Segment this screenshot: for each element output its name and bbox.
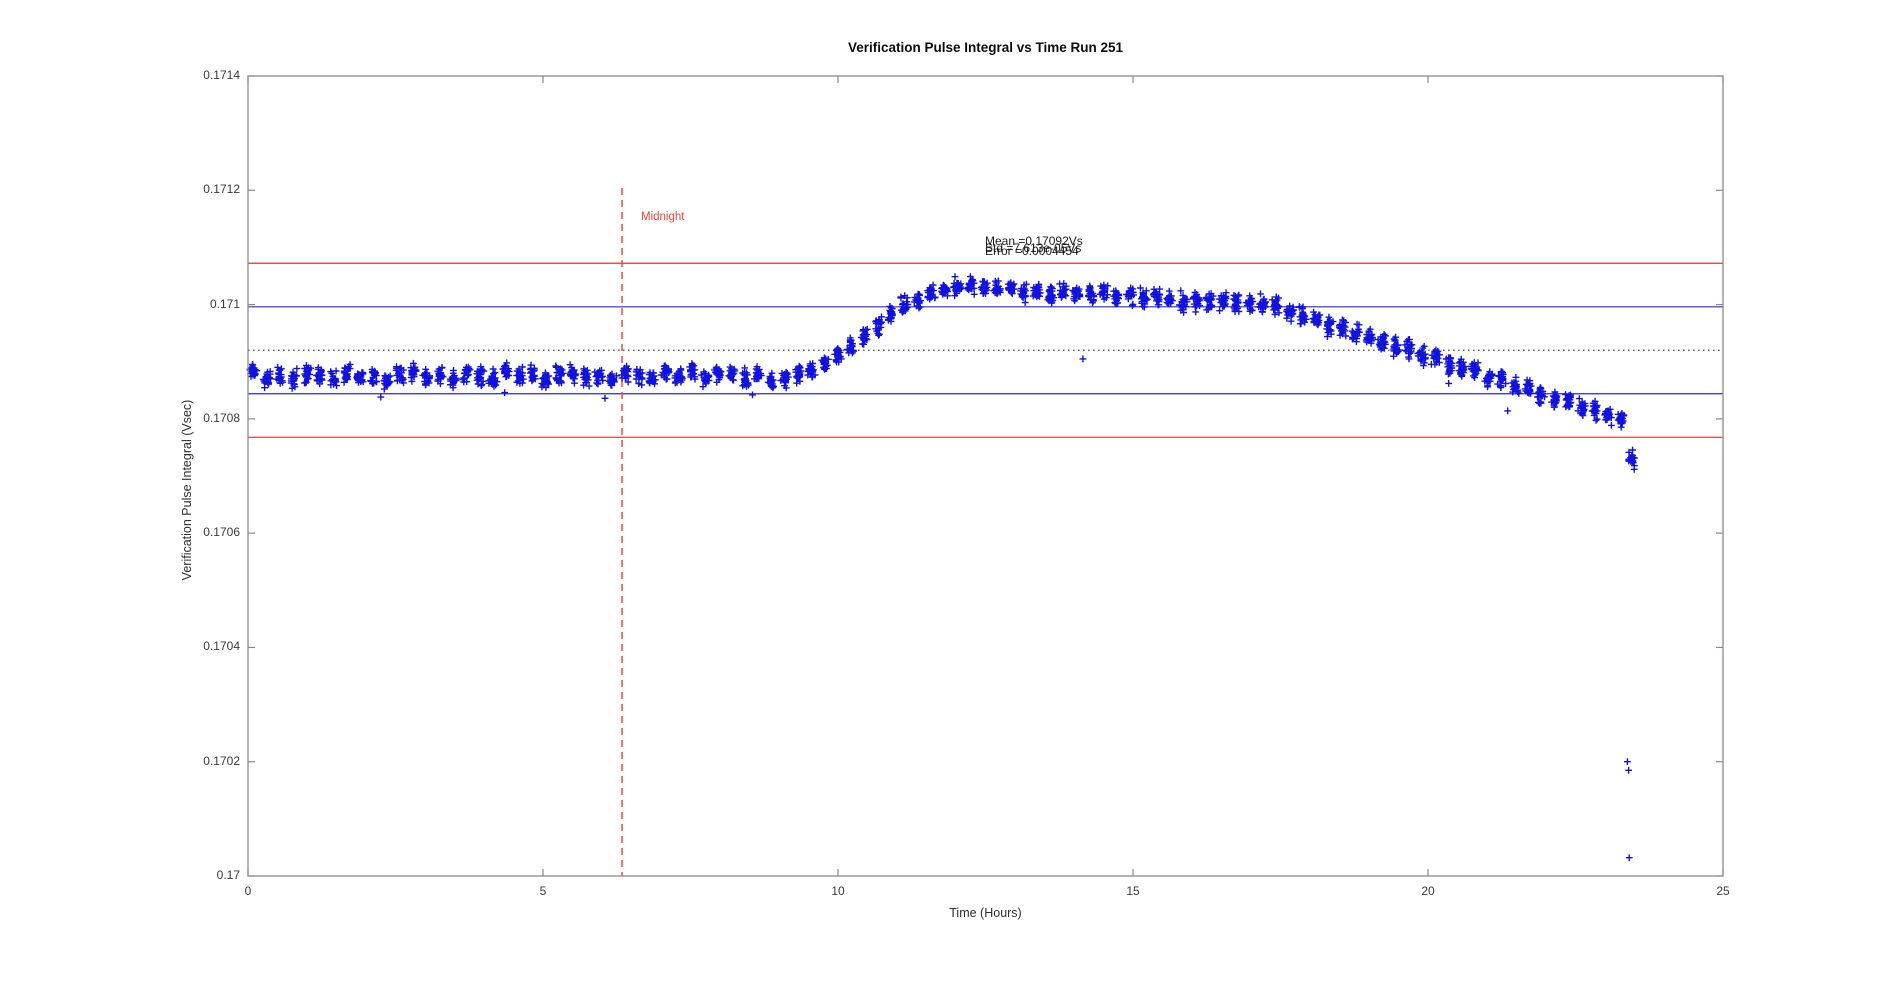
y-tick-label: 0.171 [209, 297, 240, 311]
x-tick-label: 10 [831, 884, 845, 898]
midnight-label: Midnight [641, 211, 685, 223]
chart-title: Verification Pulse Integral vs Time Run … [847, 40, 1124, 55]
stats-annotation: Mean =0.17092Vs Std =7.613e-05Vs Error =… [985, 234, 1185, 268]
y-tick-label: 0.17 [216, 868, 240, 882]
x-axis-label: Time (Hours) [949, 906, 1022, 920]
y-axis-label: Verification Pulse Integral (Vsec) [180, 399, 194, 581]
x-tick-label: 5 [539, 884, 547, 898]
error-annotation-text: Error =0.0004454 [985, 244, 1079, 258]
x-tick-label: 25 [1716, 884, 1730, 898]
x-tick-label: 20 [1421, 884, 1435, 898]
x-tick-label: 0 [244, 884, 252, 898]
y-tick-label: 0.1708 [203, 411, 240, 425]
y-tick-label: 0.1702 [203, 754, 240, 768]
y-tick-label: 0.1714 [203, 68, 240, 82]
y-tick-label: 0.1704 [203, 639, 240, 653]
mean-annotation-text: Mean =0.17092Vs [985, 234, 1083, 248]
x-tick-label: 15 [1126, 884, 1140, 898]
y-tick-label: 0.1712 [203, 182, 240, 196]
y-tick-label: 0.1706 [203, 525, 240, 539]
std-annotation-text: Std =7.613e-05Vs [985, 241, 1082, 255]
